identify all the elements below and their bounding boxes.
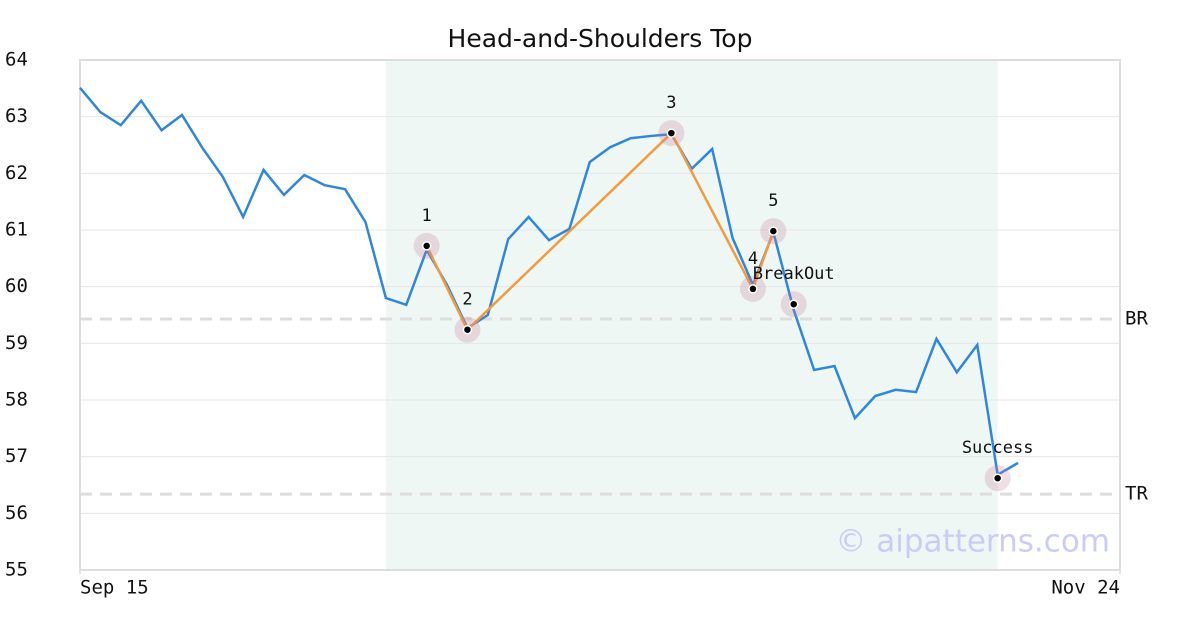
x-tick-label: Sep 15 xyxy=(80,577,149,599)
pattern-point xyxy=(421,241,432,251)
y-tick-label: 57 xyxy=(5,445,28,467)
pattern-label: BreakOut xyxy=(753,264,835,284)
y-tick-label: 60 xyxy=(5,275,28,297)
pattern-point xyxy=(462,324,473,335)
pattern-label: 2 xyxy=(462,290,472,310)
y-tick-label: 56 xyxy=(5,502,28,524)
plot-frame xyxy=(79,59,1121,571)
x-tick-label: Nov 24 xyxy=(1051,577,1120,599)
pattern-point xyxy=(748,284,758,294)
level-label: BR xyxy=(1125,307,1148,329)
pattern-label: 3 xyxy=(666,93,676,113)
pattern-label: Success xyxy=(962,438,1034,458)
y-tick-label: 55 xyxy=(5,559,28,581)
y-tick-label: 59 xyxy=(5,332,28,354)
level-label: TR xyxy=(1125,483,1148,505)
pattern-point xyxy=(666,128,677,138)
watermark: © aipatterns.com xyxy=(835,524,1110,560)
pattern-point xyxy=(992,473,1003,483)
price-line xyxy=(79,86,1019,477)
y-tick-label: 63 xyxy=(5,105,28,127)
y-tick-label: 64 xyxy=(5,49,28,71)
pattern-point xyxy=(788,299,799,309)
chart-title: Head-and-Shoulders Top xyxy=(448,24,753,53)
pattern-label: 4 xyxy=(748,249,758,269)
pattern-point xyxy=(768,226,779,236)
y-tick-label: 61 xyxy=(5,219,28,241)
y-tick-label: 58 xyxy=(5,389,28,411)
pattern-label: 1 xyxy=(422,206,432,226)
pattern-label: 5 xyxy=(768,191,778,211)
y-tick-label: 62 xyxy=(5,162,28,184)
